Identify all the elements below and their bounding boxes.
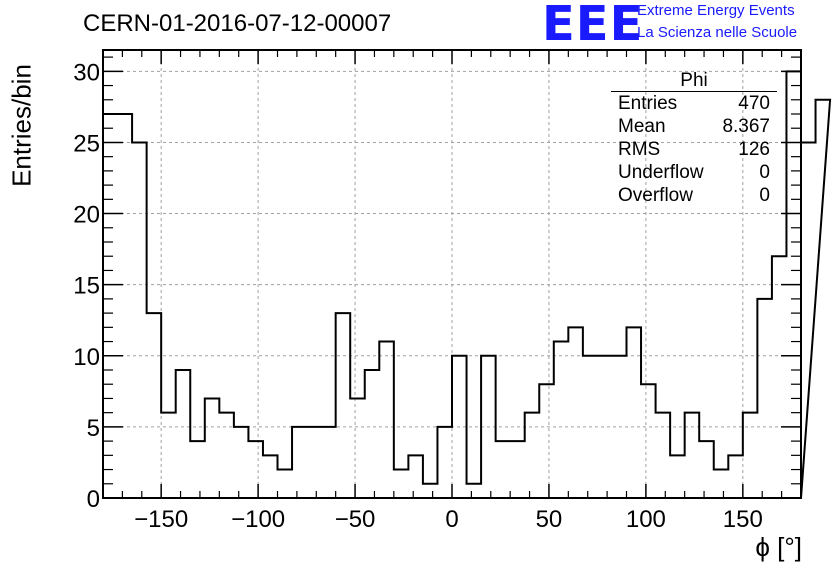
x-tick-label: 0	[445, 506, 458, 533]
y-axis-label: Entries/bin	[6, 64, 37, 187]
stats-value: 470	[738, 93, 770, 114]
x-tick-label: −50	[335, 506, 376, 533]
y-tick-label: 10	[73, 344, 100, 371]
stats-value: 126	[738, 139, 770, 160]
stats-label: Underflow	[618, 162, 704, 183]
x-tick-label: 100	[626, 506, 666, 533]
logo-subtitle-1: Extreme Energy Events	[637, 2, 795, 19]
y-axis: 0 5 10 15 20 25 30	[73, 56, 801, 513]
stats-label: Overflow	[618, 185, 693, 206]
stats-label: Entries	[618, 93, 678, 114]
chart-title: CERN-01-2016-07-12-00007	[83, 10, 392, 37]
logo-subtitle-2: La Scienza nelle Scuole	[637, 24, 798, 41]
stats-value: 0	[759, 162, 770, 183]
y-tick-label: 20	[73, 202, 100, 229]
stats-row: Entries 470	[611, 92, 777, 115]
y-tick-label: 5	[87, 415, 100, 442]
stats-row: Mean 8.367	[611, 115, 777, 138]
eee-logo: EEE	[542, 0, 644, 52]
y-tick-label: 25	[73, 130, 100, 157]
x-tick-label: −100	[231, 506, 285, 533]
stats-row: RMS 126	[611, 138, 777, 161]
grid	[103, 50, 801, 498]
stats-label: RMS	[618, 139, 661, 160]
stats-value: 0	[759, 185, 770, 206]
stats-value: 8.367	[722, 116, 770, 137]
stats-row: Underflow 0	[611, 161, 777, 184]
y-tick-label: 30	[73, 59, 100, 86]
x-tick-label: 50	[536, 506, 563, 533]
y-tick-label: 0	[87, 486, 100, 513]
stats-box: Phi Entries 470 Mean 8.367 RMS 126 Under…	[611, 71, 777, 207]
stats-label: Mean	[618, 116, 666, 137]
stats-row: Overflow 0	[611, 184, 777, 207]
x-tick-label: −150	[134, 506, 188, 533]
x-axis-label: ϕ [°]	[755, 532, 802, 562]
x-tick-label: 150	[723, 506, 763, 533]
histogram-line	[102, 70, 832, 499]
stats-title: Phi	[611, 71, 777, 92]
x-axis: −150 −100 −50 0 50 100 150	[102, 50, 802, 533]
y-tick-label: 15	[73, 273, 100, 300]
